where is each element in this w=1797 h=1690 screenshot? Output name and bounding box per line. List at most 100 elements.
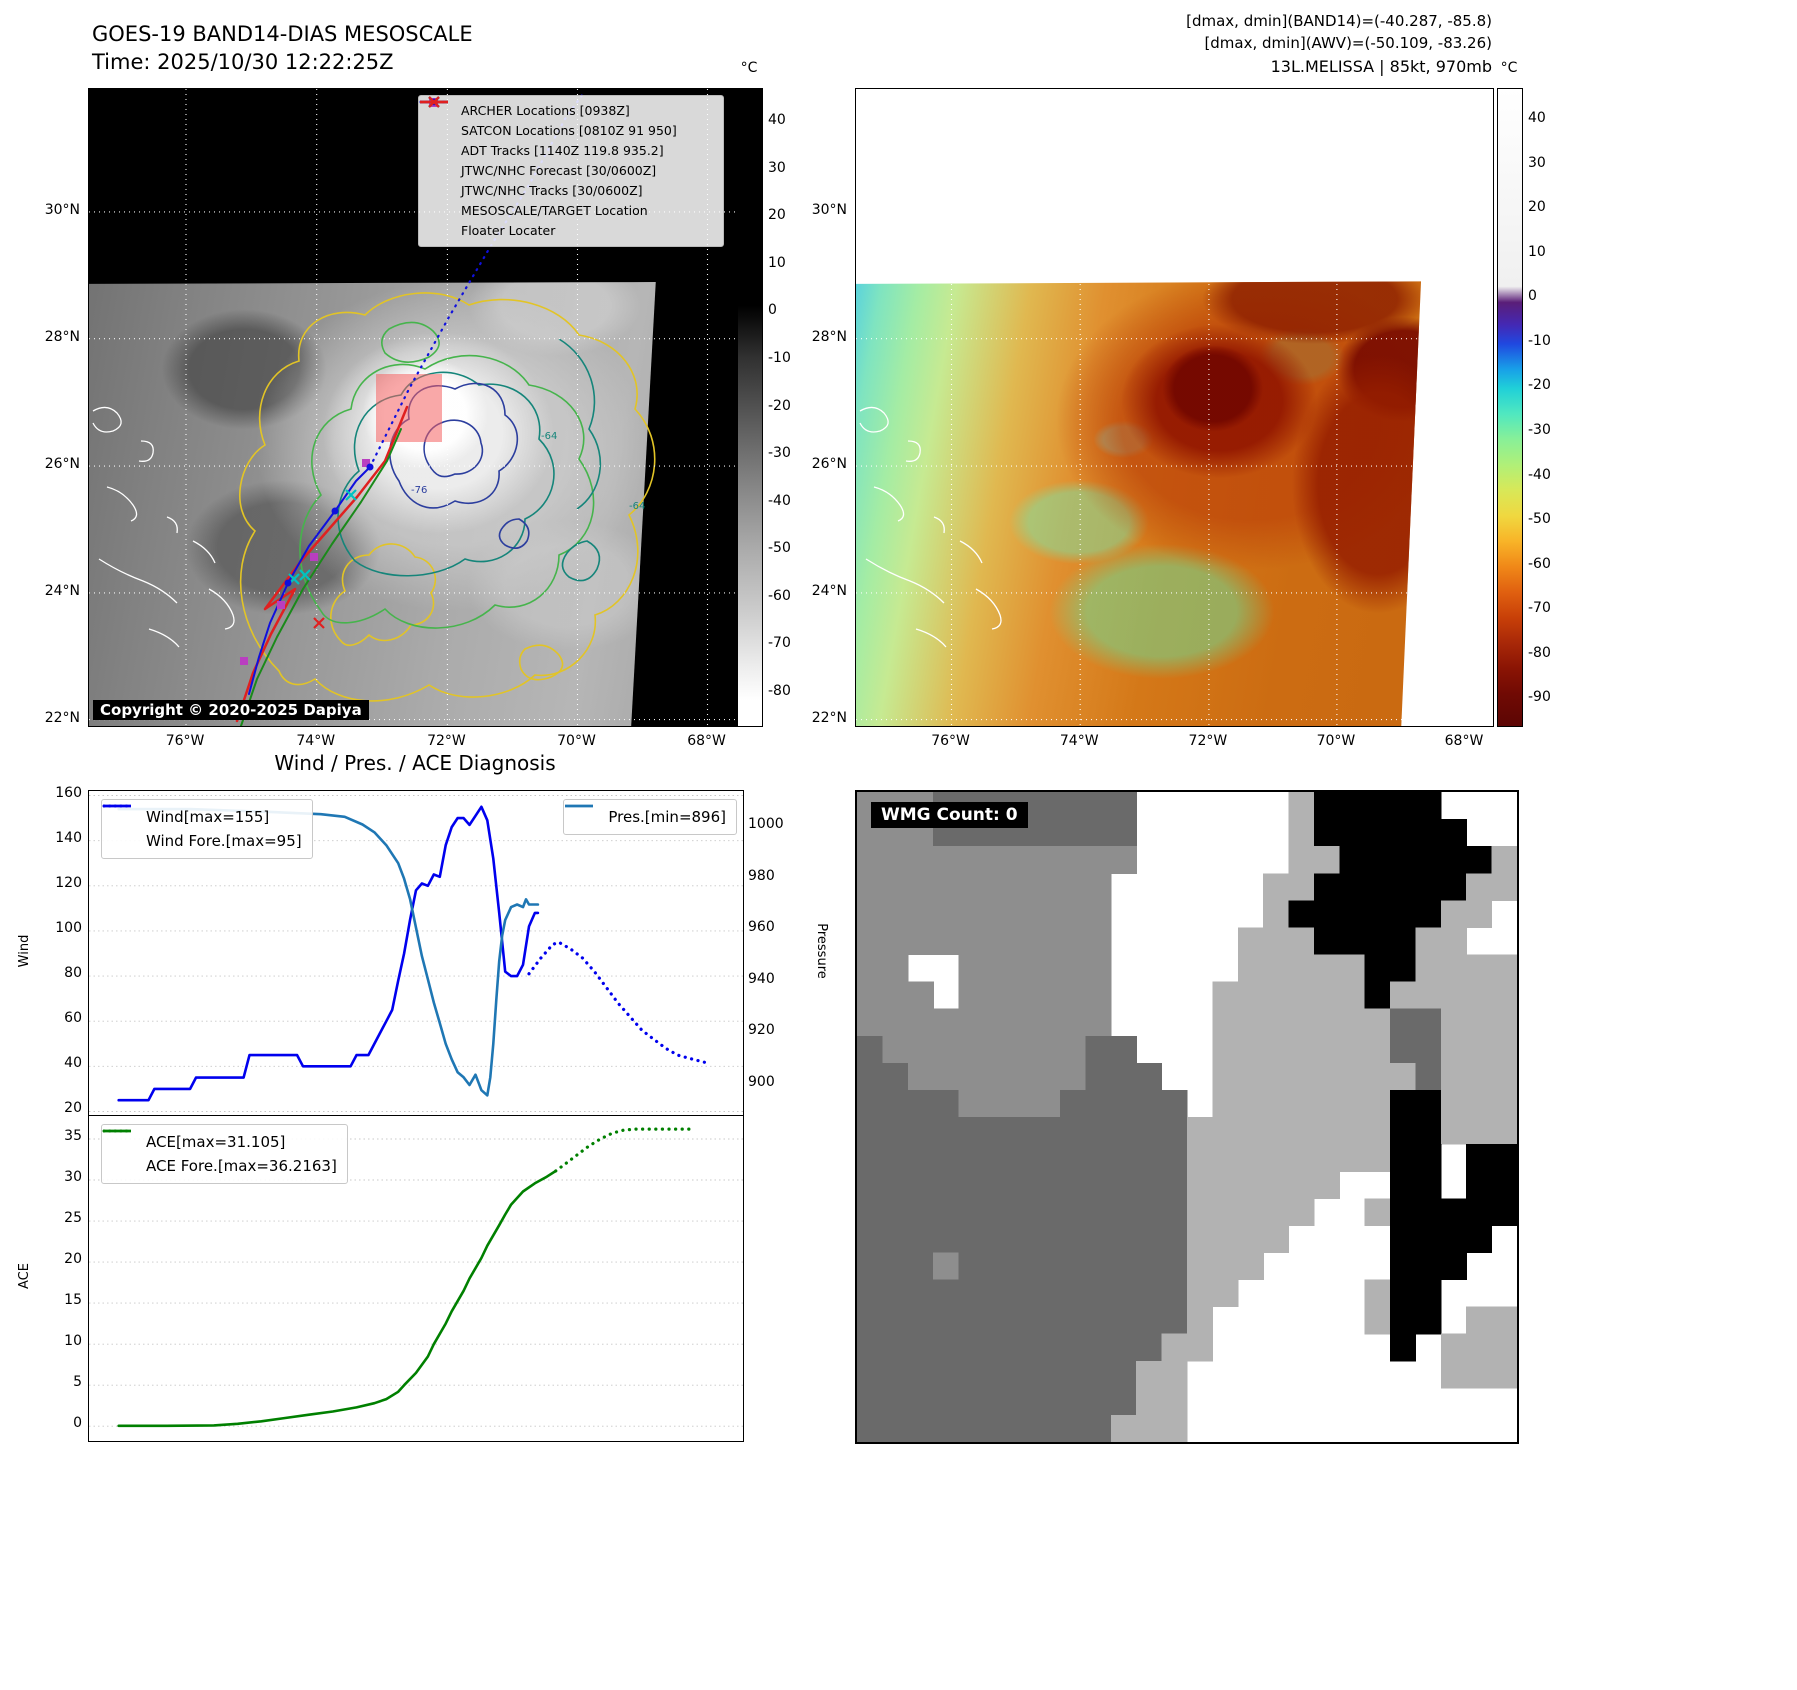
wmg-cell (1288, 927, 1315, 956)
wmg-cell (1339, 1035, 1366, 1064)
wmg-cell (983, 1035, 1010, 1064)
wmg-cell (933, 1062, 960, 1091)
wmg-cell (958, 1198, 985, 1226)
wmg-cell (933, 846, 960, 874)
y-tick-label: 960 (748, 919, 775, 936)
wmg-cell (1466, 1144, 1493, 1172)
wmg-cell (882, 1035, 909, 1064)
wmg-cell (933, 1144, 960, 1172)
wmg-cell (1009, 1387, 1036, 1416)
wmg-cell (1060, 1252, 1087, 1281)
colorbar-tick-label: -30 (768, 445, 791, 462)
wmg-cell (1288, 1171, 1315, 1199)
wmg-cell (983, 981, 1010, 1010)
wmg-cell (933, 1008, 960, 1037)
wmg-cell (1009, 1360, 1036, 1389)
wmg-cell (1237, 1171, 1264, 1199)
wmg-cell (882, 1008, 909, 1037)
wind-axis-label: Wind (17, 934, 32, 968)
wmg-cell (907, 1279, 934, 1308)
wmg-cell (1440, 1252, 1467, 1281)
legend-label: ACE Fore.[max=36.2163] (146, 1157, 337, 1175)
awv-colorbar-unit: °C (1500, 60, 1518, 76)
wmg-cell (1466, 1360, 1493, 1389)
wmg-cell (983, 1360, 1010, 1389)
wmg-cell (933, 927, 960, 956)
series-line (117, 807, 540, 1097)
wmg-cell (1313, 1089, 1340, 1118)
wmg-cell (882, 954, 909, 983)
wmg-cell (983, 846, 1010, 874)
ace-chart: ACE[max=31.105] ACE Fore.[max=36.2163] (88, 1115, 744, 1442)
wmg-cell (1390, 1062, 1417, 1091)
y-tick-label: 25 (64, 1210, 82, 1227)
wmg-cell (1034, 1252, 1061, 1281)
wmg-cell (1060, 1171, 1087, 1199)
awv-colorbar-ticks: 40 30 20 10 0 -10 -20 -30 -40 -50 -60 -70 -80 -90 (1526, 88, 1570, 725)
wmg-cell (1415, 1225, 1442, 1253)
wmg-cell (1364, 927, 1391, 956)
copyright-watermark: Copyright © 2020-2025 Dapiya (93, 700, 369, 720)
wind-legend-item: Wind Fore.[max=95] (102, 804, 302, 853)
colorbar-tick-label: 30 (768, 159, 786, 176)
wmg-cell (1085, 1117, 1112, 1145)
lat-tick-label: 30°N (44, 201, 80, 218)
wmg-cell (1009, 1062, 1036, 1091)
wmg-cell (1313, 1035, 1340, 1064)
wmg-cell (983, 1387, 1010, 1416)
wmg-cell (907, 1144, 934, 1172)
wmg-cell (958, 927, 985, 956)
wmg-cell (958, 1117, 985, 1145)
diagnosis-title: Wind / Pres. / ACE Diagnosis (274, 751, 556, 775)
wmg-cell (1161, 1360, 1188, 1389)
wmg-cell (1060, 1089, 1087, 1118)
wmg-cell (1237, 1144, 1264, 1172)
legend-label: MESOSCALE/TARGET Location (461, 203, 648, 218)
wmg-cell (1187, 1144, 1213, 1172)
wmg-cell (1009, 1414, 1036, 1442)
wmg-cell (1415, 954, 1442, 983)
lat-tick-label: 30°N (811, 201, 847, 218)
wmg-cell (1060, 846, 1087, 874)
wmg-cell (1491, 1089, 1517, 1118)
wmg-cell (857, 1008, 883, 1037)
wmg-cell (907, 1306, 934, 1335)
wmg-cell (1110, 819, 1137, 847)
pressure-legend: Pres.[min=896] (563, 799, 737, 835)
wmg-cell (1415, 846, 1442, 874)
wmg-cell (1491, 873, 1517, 901)
wmg-cell (1415, 1252, 1442, 1281)
x-marker (345, 489, 357, 501)
wmg-cell (882, 1171, 909, 1199)
wmg-cell (1034, 792, 1061, 820)
wmg-cell (1491, 1008, 1517, 1037)
wmg-cell (1187, 1171, 1213, 1199)
wmg-cell (983, 1414, 1010, 1442)
colorbar-tick-label: -70 (768, 635, 791, 652)
colorbar-tick-label: -80 (1528, 644, 1551, 661)
colorbar-tick-label: 20 (1528, 199, 1546, 216)
wmg-cell (1263, 927, 1290, 956)
wmg-cell (983, 1117, 1010, 1145)
wmg-cell (1237, 954, 1264, 983)
awv-map (855, 88, 1494, 727)
wmg-cell (1288, 1035, 1315, 1064)
wmg-cell (1060, 1414, 1087, 1442)
colorbar-tick-label: -50 (1528, 511, 1551, 528)
wmg-cell (857, 1144, 883, 1172)
wmg-cell (857, 900, 883, 928)
wmg-cell (1390, 1089, 1417, 1118)
wmg-cell (1415, 1306, 1442, 1335)
wmg-cell (1110, 846, 1137, 874)
wmg-cell (1136, 1414, 1163, 1442)
wmg-cell (958, 1171, 985, 1199)
wmg-cell (983, 873, 1010, 901)
wmg-cell (882, 873, 909, 901)
wmg-cell (857, 1198, 883, 1226)
lon-tick-label: 68°W (687, 733, 726, 749)
wmg-cell (1288, 1008, 1315, 1037)
wmg-cell (857, 1387, 883, 1416)
track-point-marker (284, 579, 292, 587)
wmg-cell (958, 981, 985, 1010)
wmg-cell (1060, 927, 1087, 956)
